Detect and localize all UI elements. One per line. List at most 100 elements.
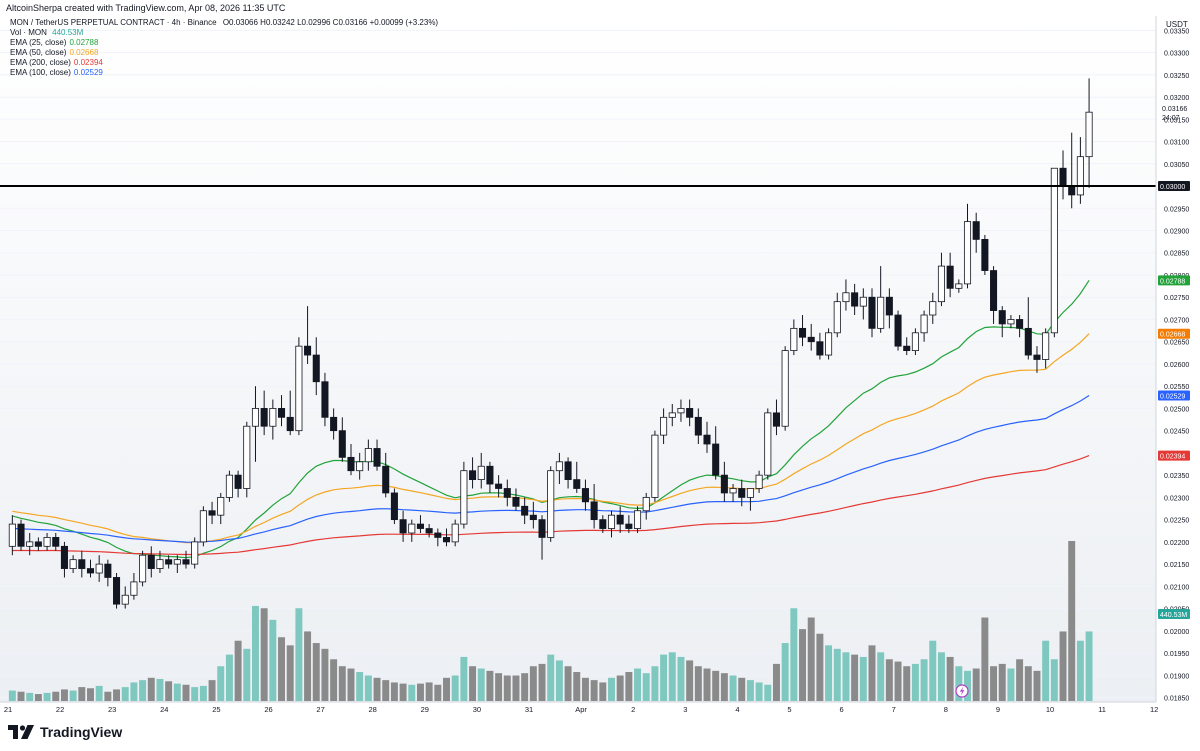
candle-body — [173, 559, 181, 565]
level-price-badge-text: 0.03000 — [1160, 184, 1185, 191]
volume-label[interactable]: Vol · MON — [10, 28, 47, 37]
candle-body — [364, 448, 372, 463]
candle-body — [547, 470, 555, 538]
volume-bar — [581, 677, 589, 701]
candle — [477, 452, 485, 489]
candle — [460, 461, 468, 529]
volume-bar — [608, 677, 615, 701]
candle-body — [538, 519, 546, 538]
candle — [642, 492, 650, 520]
volume-bar — [1007, 668, 1015, 701]
volume-badge: 440.53M — [1158, 609, 1190, 619]
volume-bar — [495, 673, 503, 701]
candle-body — [139, 554, 147, 583]
candle — [946, 252, 954, 298]
price-axis[interactable]: 0.03350 0.03300 0.03250 0.03200 0.03150 0.031… — [1164, 28, 1189, 702]
candle — [78, 550, 86, 578]
candle — [668, 403, 676, 427]
candle-body — [642, 496, 650, 512]
date-tick-label: 10 — [1046, 705, 1054, 714]
candle — [599, 515, 607, 533]
candle-body — [825, 332, 833, 356]
volume-badge-text: 440.53M — [1160, 612, 1187, 619]
candle — [851, 283, 859, 316]
ema-legend-row[interactable]: EMA (50, close) 0.02668 — [10, 48, 438, 58]
volume-bar — [399, 683, 407, 701]
candle — [191, 537, 199, 569]
volume-bar — [434, 684, 442, 701]
candle — [972, 212, 980, 253]
price-tick-label: 0.03250 — [1164, 73, 1189, 80]
ema-legend-row[interactable]: EMA (200, close) 0.02394 — [10, 58, 438, 68]
candle-body — [920, 314, 928, 334]
candle-body — [130, 581, 138, 596]
date-tick-label: 9 — [996, 705, 1000, 714]
candle-body — [434, 532, 442, 538]
candle-body — [8, 523, 16, 547]
candle — [816, 332, 824, 360]
candle — [798, 315, 807, 347]
volume-bar — [139, 680, 147, 701]
volume-bar — [616, 675, 624, 701]
volume-bar — [503, 675, 511, 701]
price-tick-label: 0.02100 — [1164, 584, 1189, 591]
candle-body — [495, 483, 503, 489]
candle — [1024, 297, 1032, 360]
volume-bar — [1059, 631, 1067, 701]
candle — [330, 408, 338, 440]
candle-body — [356, 461, 364, 472]
volume-bar — [1024, 666, 1032, 701]
ema-legend-row[interactable]: EMA (100, close) 0.02529 — [10, 68, 438, 78]
candle-body — [859, 296, 867, 307]
price-tick-label: 0.03100 — [1164, 140, 1189, 147]
candle — [260, 390, 268, 436]
volume-bar — [920, 659, 928, 701]
price-tick-label: 0.03150 — [1164, 117, 1189, 124]
candle — [277, 395, 286, 427]
volume-bar — [26, 692, 34, 701]
volume-bar — [356, 672, 364, 701]
volume-bar — [529, 666, 537, 701]
candle-body — [529, 514, 537, 521]
volume-bar — [738, 677, 746, 701]
candle — [1085, 78, 1093, 188]
volume-bar — [825, 645, 833, 701]
candle — [1042, 328, 1050, 369]
ema-price-badge-bg — [1158, 275, 1190, 286]
candle — [399, 510, 407, 542]
candle-body — [625, 523, 633, 529]
volume-bar — [842, 652, 850, 701]
candle-body — [929, 301, 937, 316]
candle — [486, 461, 494, 493]
candle — [859, 288, 867, 320]
candle-body — [842, 292, 850, 303]
candle-body — [243, 425, 251, 489]
grid-lines — [0, 29, 1156, 699]
ema-price-badge-text: 0.02668 — [1160, 332, 1185, 339]
symbol-text[interactable]: MON / TetherUS PERPETUAL CONTRACT · 4h ·… — [10, 18, 217, 27]
candle — [781, 346, 789, 431]
candle-body — [312, 354, 320, 383]
alert-lightning-icon[interactable] — [955, 684, 969, 698]
ema-legend-row[interactable]: EMA (25, close) 0.02788 — [10, 38, 438, 48]
price-tick-label: 0.02850 — [1164, 251, 1189, 258]
candle-body — [712, 443, 720, 476]
candle-body — [95, 563, 103, 574]
candle — [113, 573, 121, 609]
tradingview-logo-icon — [8, 725, 34, 739]
candle-body — [903, 345, 911, 352]
time-axis[interactable]: 21 22 23 24 25 26 27 28 29 30 31 Apr 2 3 4 5 6 7 8 9 10 11 12 — [4, 705, 1159, 714]
candle — [182, 550, 190, 569]
candle-body — [451, 523, 459, 543]
volume-bar — [373, 677, 381, 701]
candle-body — [382, 465, 390, 494]
ema-price-badge: 0.02394 — [1158, 450, 1190, 461]
tradingview-logo[interactable]: TradingView — [8, 724, 122, 740]
price-tick-label: 0.02200 — [1164, 540, 1189, 547]
symbol-row: MON / TetherUS PERPETUAL CONTRACT · 4h ·… — [10, 18, 438, 28]
candle — [911, 328, 919, 356]
volume-bar — [486, 670, 494, 701]
candle — [347, 444, 355, 476]
volume-bar — [686, 660, 694, 701]
